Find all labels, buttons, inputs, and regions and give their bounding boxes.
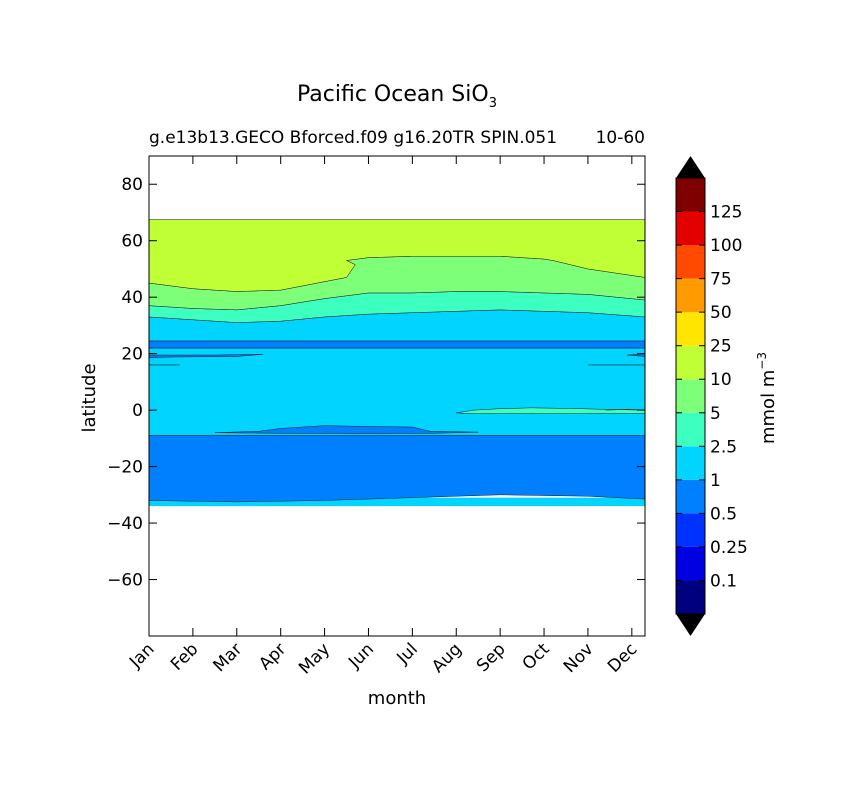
x-tick-label: Apr: [255, 639, 290, 674]
colorbar-tick-label: 125: [710, 203, 742, 223]
contour-region-0_5-3: [149, 340, 645, 349]
x-tick-label: Feb: [167, 639, 202, 674]
colorbar-tick-label: 10: [710, 370, 732, 390]
colorbar-swatch: [676, 312, 705, 346]
colorbar-swatch: [676, 178, 705, 212]
y-axis-label: latitude: [79, 363, 100, 432]
chart-title: Pacific Ocean SiO3: [297, 82, 497, 111]
contour-band-1: [149, 497, 645, 507]
colorbar-tick-label: 2.5: [710, 437, 737, 457]
plot-area: 80 60 40 20 0 −20 −40 −60 Jan Feb Mar Apr May Jun Jul…: [107, 155, 646, 678]
colorbar-extend-max: [676, 156, 705, 178]
x-tick-label: Nov: [560, 639, 598, 677]
y-tick-label: −20: [107, 458, 143, 478]
subtitle-right: 10-60: [596, 128, 645, 148]
colorbar-swatch: [676, 211, 705, 246]
x-tick-label: Aug: [428, 639, 466, 677]
colorbar-tick-label: 0.1: [710, 571, 737, 591]
colorbar-label: mmol m−3: [755, 352, 779, 444]
x-tick-label: Jan: [125, 639, 158, 672]
contour-patch-0: [456, 407, 645, 415]
x-tick-label: Jul: [393, 639, 422, 668]
colorbar-tick-label: 1: [710, 471, 721, 491]
x-tick-label: Mar: [209, 639, 246, 676]
colorbar-swatch: [676, 546, 705, 581]
colorbar-frame: [675, 177, 706, 615]
colorbar-label-superscript: −3: [755, 352, 769, 370]
title-subscript: 3: [489, 96, 497, 111]
colorbar-swatch: [676, 479, 705, 514]
colorbar-tick-label: 50: [710, 303, 732, 323]
x-tick-label: Sep: [473, 639, 510, 676]
contour-region-1-2: [149, 347, 645, 436]
colorbar-tick-label: 5: [710, 404, 721, 424]
x-tick-label: Oct: [519, 639, 554, 674]
x-tick-label: May: [295, 639, 334, 678]
colorbar-swatch: [676, 412, 705, 447]
y-tick-label: −60: [107, 571, 143, 591]
y-tick-label: 40: [121, 288, 143, 308]
colorbar-swatch: [676, 245, 705, 279]
contour-patch-1: [214, 425, 479, 434]
colorbar-tick-label: 100: [710, 236, 742, 256]
colorbar-swatch: [676, 379, 705, 413]
y-tick-label: 80: [121, 175, 143, 195]
plot-frame: [148, 155, 646, 637]
colorbar-tick-label: 25: [710, 337, 732, 357]
colorbar-swatch: [676, 513, 705, 547]
y-tick-label: 20: [121, 345, 143, 365]
colorbar-tick-label: 75: [710, 270, 732, 290]
y-tick-label: −40: [107, 514, 143, 534]
x-axis-label: month: [368, 688, 426, 709]
x-tick-label: Dec: [604, 639, 641, 676]
contour-patch-2: [149, 353, 264, 359]
subtitle-left: g.e13b13.GECO Bforced.f09 g16.20TR SPIN.…: [149, 128, 557, 148]
colorbar-tick-label: 0.5: [710, 504, 737, 524]
y-axis: 80 60 40 20 0 −20 −40 −60: [107, 175, 645, 591]
colorbar-extend-min: [676, 614, 705, 636]
contour-region-10-7: [149, 219, 645, 292]
y-tick-label: 60: [121, 232, 143, 252]
x-tick-label: Jun: [344, 639, 378, 673]
colorbar-swatch: [676, 278, 705, 313]
contour-fills: [149, 219, 645, 507]
colorbar: 0.1 0.25 0.5 1 2.5 5 10 25 50 75 100 125: [675, 156, 748, 636]
y-tick-label: 0: [132, 401, 143, 421]
colorbar-swatch: [676, 446, 705, 480]
contour-patch-3: [627, 353, 645, 357]
colorbar-swatch: [676, 580, 705, 614]
colorbar-swatch: [676, 345, 705, 380]
contour-region-0_5-1: [149, 435, 645, 503]
colorbar-tick-label: 0.25: [710, 538, 748, 558]
